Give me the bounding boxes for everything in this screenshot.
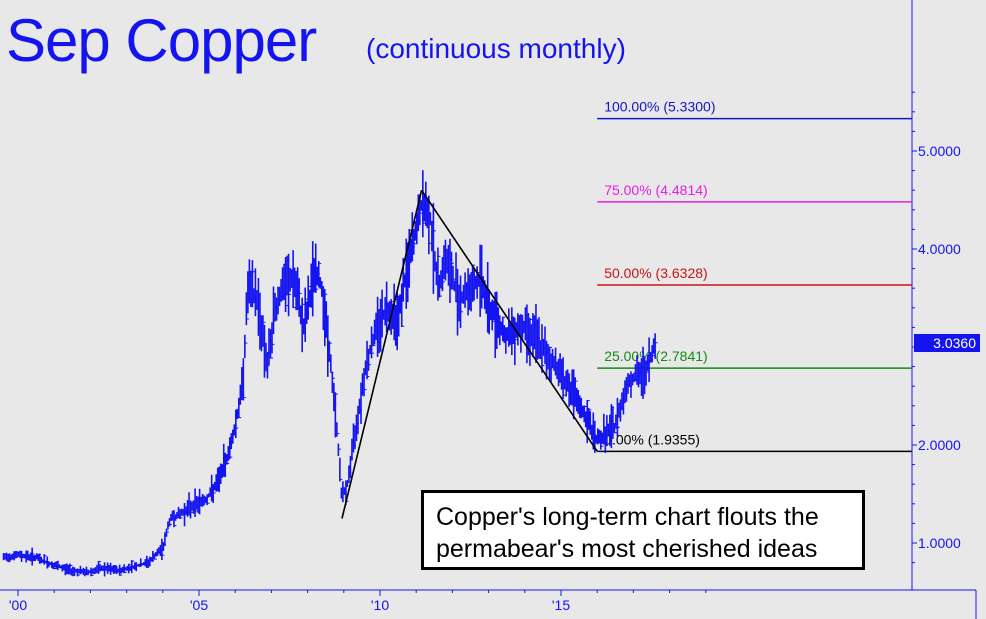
swing-line (420, 189, 598, 452)
annotation-line-2: permabear's most cherished ideas (436, 535, 818, 563)
fib-levels: 100.00% (5.3300) 75.00% (4.4814) 50.00% (3… (597, 99, 912, 453)
fib-level-label: 50.00% (3.6328) (604, 265, 708, 281)
fib-level-label: 75.00% (4.4814) (604, 182, 708, 198)
chart-subtitle: (continuous monthly) (366, 33, 626, 64)
y-tick-label: 4.0000 (918, 241, 961, 257)
price-bars (2, 170, 658, 577)
y-tick-label: 2.0000 (918, 437, 961, 453)
chart-title: Sep Copper (6, 7, 317, 74)
annotation-box: Copper's long-term chart flouts the perm… (421, 490, 865, 570)
last-price-tag: 3.0360 (914, 334, 980, 352)
fib-level-label: 0.00% (1.9355) (604, 431, 700, 447)
x-tick-label: '05 (190, 597, 208, 613)
x-tick-label: '15 (552, 597, 570, 613)
swing-lines (341, 189, 598, 519)
x-tick-label: '00 (9, 597, 27, 613)
y-tick-label: 1.0000 (918, 535, 961, 551)
annotation-line-1: Copper's long-term chart flouts the (436, 503, 819, 531)
swing-line (341, 190, 423, 519)
y-tick-label: 5.0000 (918, 143, 961, 159)
fib-level-label: 25.00% (2.7841) (604, 348, 708, 364)
fib-level-label: 100.00% (5.3300) (604, 99, 715, 115)
x-tick-label: '10 (371, 597, 389, 613)
